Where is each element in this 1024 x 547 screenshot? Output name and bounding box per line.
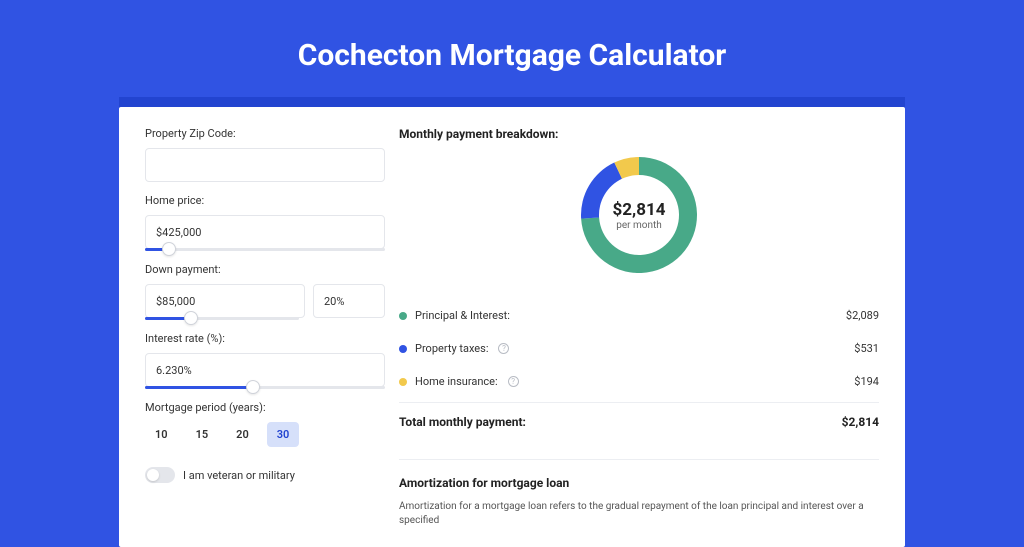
legend-label: Property taxes: bbox=[415, 342, 488, 355]
zip-input[interactable] bbox=[145, 148, 385, 182]
donut-center: $2,814 per month bbox=[579, 155, 699, 275]
legend-dot bbox=[399, 345, 407, 353]
legend-value: $531 bbox=[854, 342, 879, 355]
price-label: Home price: bbox=[145, 194, 385, 207]
down-amount-input[interactable] bbox=[145, 284, 305, 318]
down-slider[interactable] bbox=[145, 317, 299, 320]
donut-chart: $2,814 per month bbox=[579, 155, 699, 275]
down-group: Down payment: bbox=[145, 263, 385, 320]
legend-label: Principal & Interest: bbox=[415, 309, 510, 322]
price-group: Home price: bbox=[145, 194, 385, 251]
legend-row: Principal & Interest: $2,089 bbox=[399, 299, 879, 332]
amortization-desc: Amortization for a mortgage loan refers … bbox=[399, 500, 879, 528]
legend-value: $2,089 bbox=[846, 309, 879, 322]
calculator-panel: Property Zip Code: Home price: Down paym… bbox=[119, 107, 905, 547]
page-title: Cochecton Mortgage Calculator bbox=[0, 0, 1024, 97]
rate-slider[interactable] bbox=[145, 386, 385, 389]
breakdown-title: Monthly payment breakdown: bbox=[399, 127, 879, 141]
veteran-label: I am veteran or military bbox=[183, 469, 295, 482]
breakdown-column: Monthly payment breakdown: $2,814 per mo… bbox=[399, 107, 905, 547]
period-btn-10[interactable]: 10 bbox=[145, 422, 178, 447]
info-icon[interactable]: ? bbox=[508, 376, 519, 387]
donut-chart-wrap: $2,814 per month bbox=[399, 155, 879, 275]
amortization-title: Amortization for mortgage loan bbox=[399, 459, 879, 490]
total-row: Total monthly payment: $2,814 bbox=[399, 402, 879, 441]
down-pct-input[interactable] bbox=[313, 284, 385, 318]
rate-label: Interest rate (%): bbox=[145, 332, 385, 345]
total-label: Total monthly payment: bbox=[399, 415, 526, 429]
price-input[interactable] bbox=[145, 215, 385, 249]
period-btn-20[interactable]: 20 bbox=[226, 422, 259, 447]
calculator-shadow: Property Zip Code: Home price: Down paym… bbox=[119, 97, 905, 547]
period-btn-15[interactable]: 15 bbox=[186, 422, 219, 447]
legend-row: Home insurance:? $194 bbox=[399, 365, 879, 398]
rate-group: Interest rate (%): bbox=[145, 332, 385, 389]
form-column: Property Zip Code: Home price: Down paym… bbox=[119, 107, 399, 547]
rate-input[interactable] bbox=[145, 353, 385, 387]
total-value: $2,814 bbox=[842, 415, 879, 429]
zip-label: Property Zip Code: bbox=[145, 127, 385, 140]
zip-group: Property Zip Code: bbox=[145, 127, 385, 182]
period-label: Mortgage period (years): bbox=[145, 401, 385, 414]
price-slider[interactable] bbox=[145, 248, 385, 251]
period-buttons: 10 15 20 30 bbox=[145, 422, 385, 447]
legend-dot bbox=[399, 312, 407, 320]
info-icon[interactable]: ? bbox=[498, 343, 509, 354]
legend-dot bbox=[399, 378, 407, 386]
legend-value: $194 bbox=[854, 375, 879, 388]
legend-label: Home insurance: bbox=[415, 375, 498, 388]
period-group: Mortgage period (years): 10 15 20 30 bbox=[145, 401, 385, 447]
period-btn-30[interactable]: 30 bbox=[267, 422, 300, 447]
legend-list: Principal & Interest: $2,089 Property taxe… bbox=[399, 299, 879, 398]
veteran-row: I am veteran or military bbox=[145, 467, 385, 483]
veteran-toggle[interactable] bbox=[145, 467, 175, 483]
donut-sublabel: per month bbox=[616, 220, 662, 231]
donut-value: $2,814 bbox=[613, 200, 666, 220]
down-label: Down payment: bbox=[145, 263, 385, 276]
legend-row: Property taxes:? $531 bbox=[399, 332, 879, 365]
